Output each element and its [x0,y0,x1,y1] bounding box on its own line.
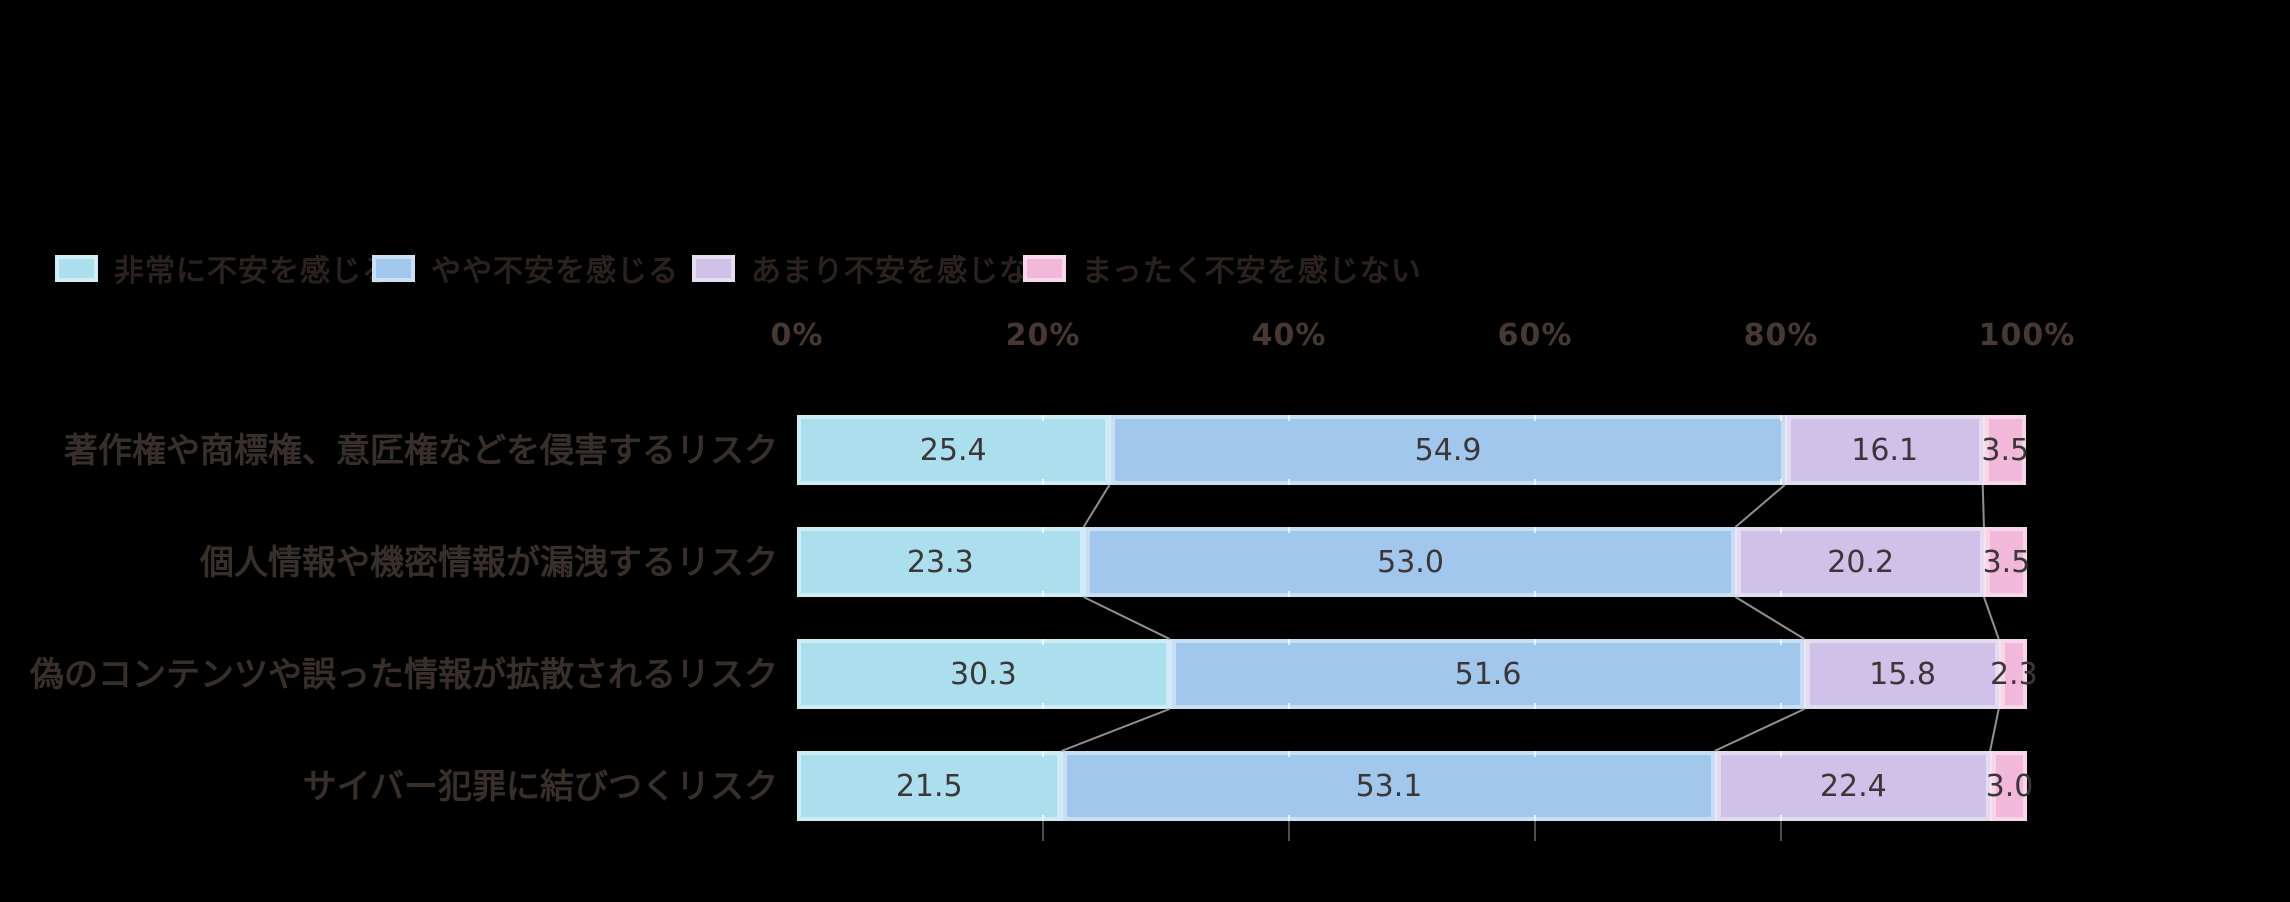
legend-swatch-icon [55,254,98,282]
segment-value-label: 22.4 [1819,768,1887,804]
connector-line [1989,708,2000,752]
legend-label: 非常に不安を感じる [114,254,393,289]
segment-value-label: 3.0 [1985,768,2034,804]
axis-tick-label: 100% [1978,318,2076,353]
bar-row: 21.5 53.1 22.4 3.0 [797,751,2033,821]
axis-tick-label: 60% [1497,318,1573,353]
legend-label: やや不安を感じる [431,254,679,289]
legend-item: やや不安を感じる [372,253,679,289]
bar-segment: 15.8 [1804,639,1999,709]
legend-item: 非常に不安を感じる [55,253,393,289]
connector-line [1983,596,2000,640]
segment-value-label: 30.3 [949,656,1017,692]
connector-line [1083,596,1171,640]
bar-segment: 3.0 [1986,751,2033,821]
segment-value-label: 21.5 [895,768,963,804]
bar-segment: 53.1 [1061,751,1715,821]
connector-line [1734,484,1786,528]
bar-segment: 53.0 [1083,527,1736,597]
legend-swatch-icon [692,254,735,282]
bar-segment: 3.5 [1983,527,2030,597]
connector-line [1061,708,1171,752]
bar-segment: 20.2 [1735,527,1984,597]
segment-value-label: 25.4 [919,432,987,468]
bar-segment: 21.5 [797,751,1062,821]
legend-item: まったく不安を感じない [1023,253,1422,289]
axis-tick-label: 40% [1251,318,1327,353]
axis-tick-label: 0% [770,318,824,353]
bar-segment: 54.9 [1109,415,1785,485]
connector-line [1981,484,1985,528]
bar-row: 30.3 51.6 15.8 2.3 [797,639,2038,709]
segment-value-label: 3.5 [1981,432,2030,468]
bar-row: 25.4 54.9 16.1 3.5 [797,415,2030,485]
bar-segment: 30.3 [797,639,1170,709]
bar-segment: 16.1 [1784,415,1983,485]
segment-value-label: 53.0 [1377,544,1444,580]
segment-value-label: 3.5 [1982,544,2031,580]
segment-value-label: 53.1 [1355,768,1423,804]
axis-tick-label: 80% [1743,318,1819,353]
legend-swatch-icon [1023,254,1066,282]
legend-item: あまり不安を感じない [692,253,1061,289]
bar-segment: 22.4 [1714,751,1991,821]
connector-line [1082,484,1111,528]
bar-segment: 2.3 [1990,639,2038,709]
category-label: 偽のコンテンツや誤った情報が拡散されるリスク [30,655,778,695]
bar-segment: 23.3 [797,527,1084,597]
segment-value-label: 2.3 [1989,656,2038,692]
segment-value-label: 20.2 [1827,544,1895,580]
category-label: 個人情報や機密情報が漏洩するリスク [200,543,778,583]
bar-row: 23.3 53.0 20.2 3.5 [797,527,2030,597]
bar-segment: 51.6 [1169,639,1805,709]
category-label: サイバー犯罪に結びつくリスク [302,767,778,807]
segment-value-label: 51.6 [1454,656,1522,692]
legend-label: まったく不安を感じない [1082,254,1422,289]
segment-value-label: 54.9 [1414,432,1482,468]
segment-value-label: 23.3 [906,544,974,580]
connector-line [1714,708,1805,752]
axis-tick-label: 20% [1005,318,1081,353]
bar-segment: 3.5 [1981,415,2030,485]
bar-segment: 25.4 [797,415,1110,485]
legend-label: あまり不安を感じない [751,254,1061,289]
segment-value-label: 15.8 [1869,656,1936,692]
category-label: 著作権や商標権、意匠権などを侵害するリスク [64,431,778,471]
legend-swatch-icon [372,254,415,282]
connector-line [1734,596,1805,640]
segment-value-label: 16.1 [1851,432,1919,468]
